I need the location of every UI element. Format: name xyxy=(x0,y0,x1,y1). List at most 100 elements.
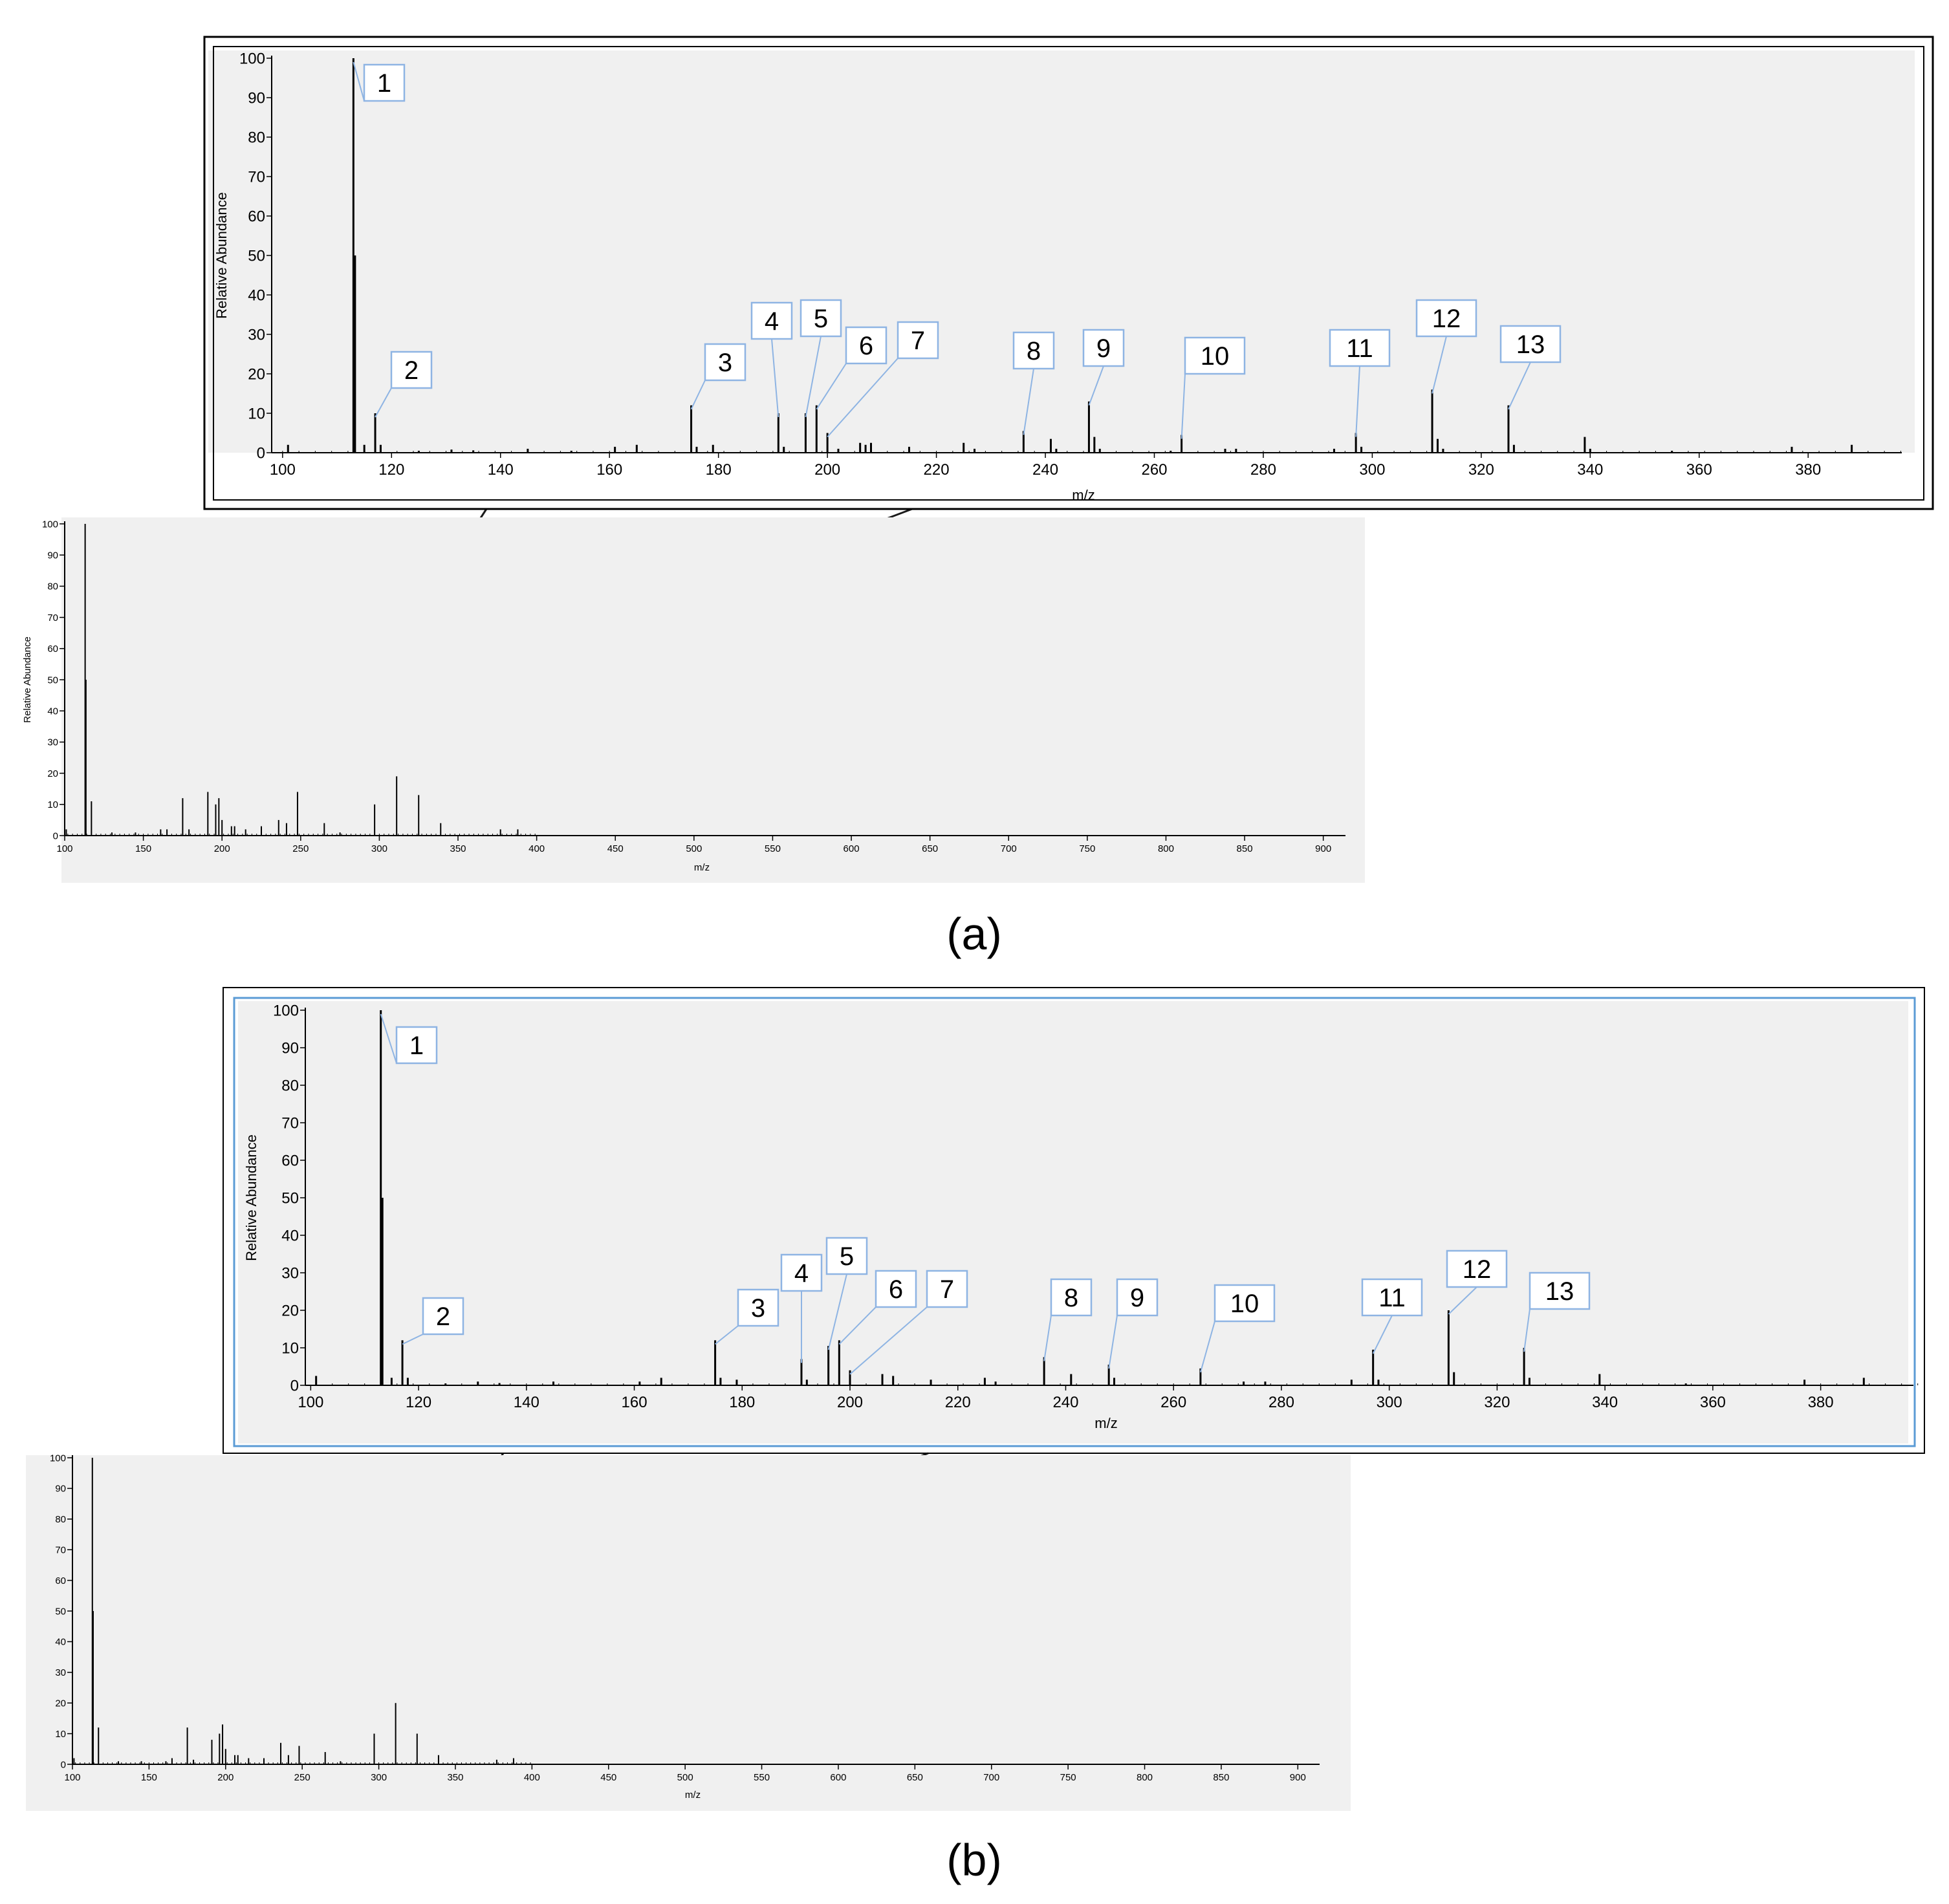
peak-callout-a-zoom-10: 10 xyxy=(1181,336,1246,439)
x-tick-label-b-zoom: 360 xyxy=(1700,1394,1726,1411)
callout-box xyxy=(363,63,406,102)
peak-callout-a-zoom-3: 3 xyxy=(690,343,746,410)
x-tick-label-a-full: 800 xyxy=(1158,843,1174,854)
x-tick-label-a-zoom: 120 xyxy=(378,461,404,479)
callout-leader-line xyxy=(849,1306,928,1375)
x-tick-label-b-zoom: 140 xyxy=(514,1394,539,1411)
x-tick-label-b-zoom: 100 xyxy=(298,1394,323,1411)
y-tick-label-b-full: 0 xyxy=(61,1759,66,1770)
callout-label: 11 xyxy=(1378,1284,1406,1312)
peak-callout-b-zoom-11: 11 xyxy=(1361,1278,1423,1354)
y-tick-label-b-zoom: 20 xyxy=(281,1302,299,1319)
x-axis-title-b-zoom: m/z xyxy=(1094,1415,1117,1431)
y-tick-label-b-zoom: 100 xyxy=(273,1002,299,1019)
peak-callout-b-zoom-2: 2 xyxy=(402,1297,464,1345)
y-tick-label-b-full: 50 xyxy=(55,1606,66,1617)
peak-callout-b-zoom-9: 9 xyxy=(1108,1278,1159,1369)
peak-callout-a-zoom-5: 5 xyxy=(800,299,842,418)
x-tick-label-a-zoom: 240 xyxy=(1032,461,1058,479)
y-tick-label-b-zoom: 90 xyxy=(281,1039,299,1057)
x-tick-label-a-full: 350 xyxy=(450,843,466,854)
y-tick-label-a-full: 100 xyxy=(42,519,58,530)
x-tick-label-a-full: 300 xyxy=(371,843,387,854)
callout-box xyxy=(1116,1278,1159,1317)
callout-label: 13 xyxy=(1545,1277,1574,1306)
x-tick-label-b-zoom: 200 xyxy=(837,1394,863,1411)
x-tick-label-a-full: 650 xyxy=(922,843,938,854)
x-tick-label-b-full: 400 xyxy=(524,1772,540,1783)
y-tick-label-b-full: 90 xyxy=(55,1484,66,1495)
y-axis-title-a-zoom: Relative Abundance xyxy=(213,192,230,319)
x-tick-label-a-full: 200 xyxy=(214,843,230,854)
callout-leader-line xyxy=(771,338,779,418)
peak-callout-b-zoom-8: 8 xyxy=(1043,1278,1093,1361)
x-tick-label-b-full: 150 xyxy=(141,1772,157,1783)
callout-leader-line xyxy=(1199,1321,1215,1373)
x-tick-label-a-full: 750 xyxy=(1079,843,1095,854)
callout-box xyxy=(1446,1250,1508,1288)
x-tick-label-b-full: 850 xyxy=(1213,1772,1229,1783)
callout-leader-line xyxy=(353,61,365,102)
callout-box xyxy=(1415,299,1477,338)
chart-a-full: 0 10 20 30 40 50 60 70 80 90 100 100 150 200 250 300 350… xyxy=(22,517,1365,883)
callout-label: 13 xyxy=(1516,330,1545,359)
y-tick-label-a-full: 0 xyxy=(53,830,58,841)
zoom-frame-a-inner xyxy=(213,46,1924,501)
peak-callout-a-zoom-13: 13 xyxy=(1499,325,1562,410)
callout-leader-line xyxy=(375,387,392,418)
callout-leader-line xyxy=(1088,365,1104,406)
y-tick-label-a-full: 30 xyxy=(47,737,58,748)
callout-label: 6 xyxy=(889,1275,903,1304)
y-tick-label-a-zoom: 20 xyxy=(248,365,265,383)
plot-area-a-zoom xyxy=(208,50,1915,453)
panel-label-b: (b) xyxy=(946,1835,1002,1885)
peak-callout-b-zoom-6: 6 xyxy=(838,1270,917,1345)
y-axis-title-b-zoom: Relative Abundance xyxy=(243,1134,259,1261)
y-tick-label-b-zoom: 40 xyxy=(281,1227,299,1244)
x-axis-title-a-zoom: m/z xyxy=(1072,487,1094,503)
x-tick-label-a-zoom: 260 xyxy=(1141,461,1167,479)
callout-leader-line xyxy=(402,1334,424,1345)
y-tick-label-a-full: 20 xyxy=(47,768,58,779)
peak-callout-b-zoom-7: 7 xyxy=(849,1270,968,1375)
x-tick-label-b-full: 700 xyxy=(983,1772,999,1783)
x-tick-label-a-full: 600 xyxy=(844,843,860,854)
x-tick-label-a-full: 700 xyxy=(1001,843,1017,854)
y-axis-title-a-full: Relative Abundance xyxy=(22,636,33,722)
callout-leader-line xyxy=(1023,368,1034,435)
callout-box xyxy=(926,1270,968,1308)
callout-label: 10 xyxy=(1201,342,1230,371)
x-tick-label-a-zoom: 220 xyxy=(924,461,950,479)
callout-leader-line xyxy=(690,380,706,410)
callout-box xyxy=(875,1270,917,1308)
x-tick-label-b-full: 250 xyxy=(294,1772,310,1783)
peak-callout-b-zoom-10: 10 xyxy=(1199,1284,1276,1373)
peak-callout-a-zoom-9: 9 xyxy=(1082,329,1125,406)
peak-callout-a-zoom-12: 12 xyxy=(1415,299,1477,394)
y-tick-label-b-full: 20 xyxy=(55,1698,66,1709)
y-tick-label-b-full: 70 xyxy=(55,1544,66,1555)
peak-callout-b-zoom-3: 3 xyxy=(714,1288,779,1345)
callout-label: 10 xyxy=(1230,1290,1259,1318)
peak-callout-b-zoom-13: 13 xyxy=(1523,1271,1591,1352)
x-tick-label-a-full: 250 xyxy=(292,843,309,854)
x-tick-label-b-full: 800 xyxy=(1137,1772,1153,1783)
x-tick-label-a-zoom: 340 xyxy=(1577,461,1603,479)
callout-label: 9 xyxy=(1130,1284,1144,1312)
peak-callout-a-zoom-7: 7 xyxy=(827,321,939,438)
x-tick-label-a-zoom: 300 xyxy=(1359,461,1385,479)
x-tick-label-a-zoom: 180 xyxy=(706,461,732,479)
y-tick-label-b-zoom: 30 xyxy=(281,1264,299,1282)
callout-label: 3 xyxy=(718,349,732,377)
callout-box xyxy=(750,301,793,340)
callout-leader-line xyxy=(1043,1315,1052,1361)
zoom-frame-b-inner xyxy=(233,997,1916,1447)
x-tick-label-b-full: 650 xyxy=(907,1772,923,1783)
callout-box xyxy=(704,343,746,382)
callout-label: 4 xyxy=(765,307,779,336)
callout-label: 6 xyxy=(859,332,873,360)
chart-b-zoom: 0 10 20 30 40 50 60 70 80 90 100 100 120 140 160 180 200… xyxy=(238,1001,1919,1444)
x-tick-label-a-zoom: 160 xyxy=(596,461,622,479)
y-tick-label-b-zoom: 10 xyxy=(281,1339,299,1357)
